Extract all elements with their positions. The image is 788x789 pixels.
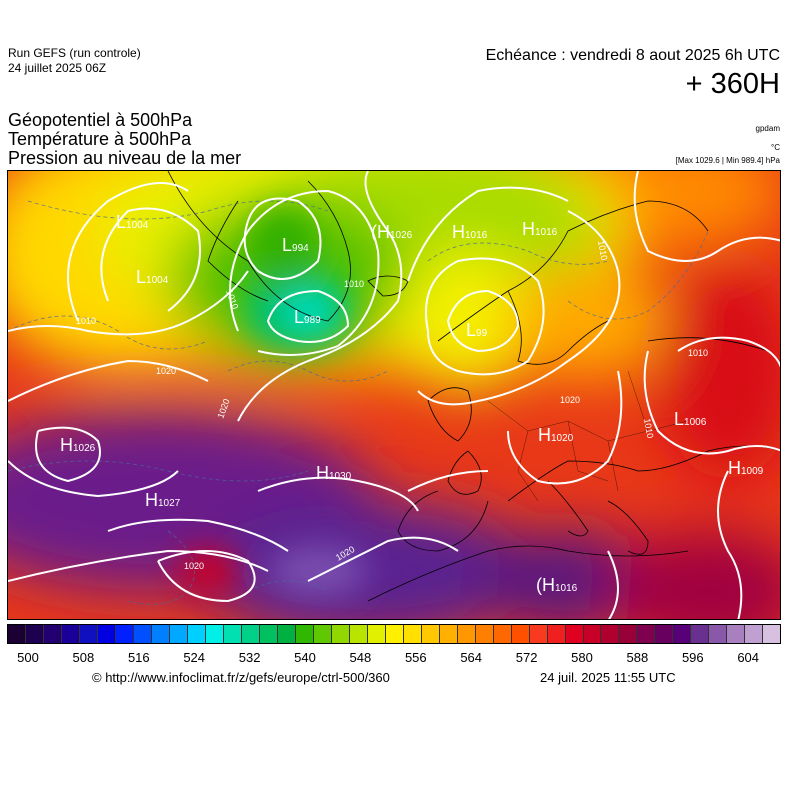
colorbar-tick-label: 540 [294, 650, 316, 665]
isobar-label: 1020 [560, 395, 580, 405]
valid-time-label: Echéance : vendredi 8 aout 2025 6h UTC [485, 47, 780, 64]
colorbar-swatch [97, 625, 116, 643]
colorbar-tick-label: 556 [404, 650, 427, 665]
isobar-label: 1020 [156, 366, 176, 376]
run-title: Run GEFS (run controle) [8, 46, 141, 60]
colorbar-swatch [601, 625, 620, 643]
colorbar-tick-label: 500 [17, 650, 39, 665]
unit-temperature: °C [771, 143, 780, 152]
colorbar-swatch [673, 625, 692, 643]
coastlines [167, 171, 780, 602]
param-temperature: Température à 500hPa [8, 129, 192, 149]
colorbar-tick-label: 516 [127, 650, 150, 665]
colorbar-tick-label: 524 [183, 650, 206, 665]
source-credit[interactable]: © http://www.infoclimat.fr/z/gefs/europe… [92, 670, 390, 685]
colorbar-swatch [151, 625, 170, 643]
colorbar-swatch [529, 625, 548, 643]
pressure-max-min: [Max 1029.6 | Min 989.4] hPa [675, 156, 780, 165]
colorbar-swatch [8, 625, 26, 643]
weather-map: L1004 L1004 L994 L989 (H1026 H1016 H1016… [7, 170, 781, 620]
colorbar-swatch [475, 625, 494, 643]
colorbar-swatch [547, 625, 566, 643]
generation-timestamp: 24 juil. 2025 11:55 UTC [540, 670, 676, 685]
colorbar-swatch [583, 625, 602, 643]
colorbar-swatch [259, 625, 278, 643]
isobar-label: 1020 [184, 561, 204, 571]
colorbar-swatch [187, 625, 206, 643]
isobar-value-labels: 1010 1010 1010 1020 1020 1020 1020 1020 … [76, 240, 708, 571]
colorbar-tick-label: 572 [515, 650, 538, 665]
colorbar-swatch [439, 625, 458, 643]
borders [487, 370, 689, 502]
unit-geopotential: gpdam [755, 124, 780, 133]
colorbar-swatch [421, 625, 440, 643]
colorbar-swatch [349, 625, 368, 643]
colorbar-swatch [169, 625, 188, 643]
colorbar-swatch [25, 625, 44, 643]
colorbar-swatch [43, 625, 62, 643]
colorbar-swatch [241, 625, 260, 643]
colorbar-swatch [727, 625, 746, 643]
temperature-isotherms [8, 200, 709, 605]
colorbar-swatch [637, 625, 656, 643]
lead-time: + 360H [685, 68, 780, 100]
colorbar-swatch [385, 625, 404, 643]
colorbar-swatch [619, 625, 638, 643]
colorbar-swatch [313, 625, 332, 643]
colorbar-tick-label: 564 [460, 650, 483, 665]
isobar-label: 1010 [344, 279, 364, 289]
colorbar-swatch [277, 625, 296, 643]
colorbar-tick-label: 588 [626, 650, 649, 665]
colorbar-swatch [61, 625, 80, 643]
colorbar-swatch [655, 625, 674, 643]
colorbar-swatch [745, 625, 764, 643]
colorbar-tick-label: 604 [737, 650, 760, 665]
param-geopotential: Géopotentiel à 500hPa [8, 110, 193, 130]
colorbar-swatch [79, 625, 98, 643]
colorbar-swatch [565, 625, 584, 643]
isobars [8, 171, 780, 619]
colorbar-tick-label: 580 [571, 650, 593, 665]
colorbar-swatch [457, 625, 476, 643]
colorbar-swatch [709, 625, 728, 643]
colorbar-swatch [691, 625, 710, 643]
colorbar-tick-label: 508 [72, 650, 95, 665]
colorbar [7, 624, 781, 644]
colorbar-swatch [115, 625, 134, 643]
param-pressure: Pression au niveau de la mer [8, 148, 242, 168]
colorbar-swatch [493, 625, 512, 643]
colorbar-swatch [295, 625, 314, 643]
colorbar-swatch [205, 625, 224, 643]
colorbar-swatch [763, 625, 781, 643]
run-date: 24 juillet 2025 06Z [8, 61, 107, 75]
colorbar-tick-label: 548 [349, 650, 372, 665]
colorbar-tick-label: 532 [238, 650, 261, 665]
colorbar-swatch [367, 625, 386, 643]
colorbar-tick-label: 596 [681, 650, 704, 665]
isobar-label: 1010 [596, 240, 609, 261]
isobar-label: 1010 [688, 348, 708, 358]
isobar-label: 1010 [642, 418, 655, 439]
colorbar-swatch [331, 625, 350, 643]
weather-map-svg: L1004 L1004 L994 L989 (H1026 H1016 H1016… [8, 171, 780, 619]
colorbar-swatch [223, 625, 242, 643]
geopotential-field [8, 171, 780, 619]
colorbar-swatch [133, 625, 152, 643]
colorbar-swatch [403, 625, 422, 643]
colorbar-swatch [511, 625, 530, 643]
isobar-label: 1010 [76, 316, 96, 326]
